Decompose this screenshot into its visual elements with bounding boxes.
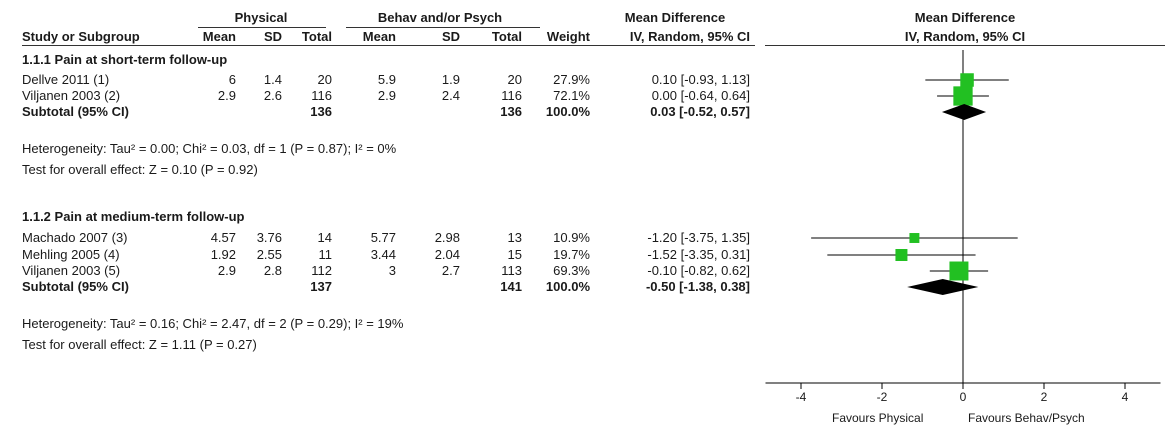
cell-m1: 2.9: [217, 88, 236, 103]
x-tick-label: 2: [1041, 390, 1048, 404]
cell-m2: 3.44: [370, 247, 396, 262]
cell-n1: 137: [310, 279, 332, 294]
plot-header-rule: [765, 45, 1165, 46]
cell-w: 19.7%: [553, 247, 590, 262]
cell-sd1: 1.4: [263, 72, 282, 87]
cell-w: 10.9%: [553, 230, 590, 245]
cell-n2: 136: [500, 104, 522, 119]
subtotal-diamond: [941, 104, 987, 120]
cell-m1: 6: [228, 72, 236, 87]
cell-sd2: 1.9: [441, 72, 460, 87]
cell-m2: 3: [388, 263, 396, 278]
study-name: Viljanen 2003 (2): [22, 88, 121, 103]
cell-ci: 0.10 [-0.93, 1.13]: [651, 72, 750, 87]
cell-n2: 141: [500, 279, 522, 294]
cell-ci: -0.50 [-1.38, 0.38]: [645, 279, 750, 294]
study-marker: [960, 73, 974, 87]
x-tick-label: -4: [796, 390, 807, 404]
cell-sd1: 2.6: [263, 88, 282, 103]
group1-header-text: Physical: [234, 10, 288, 25]
subtotal-diamond: [907, 279, 979, 295]
x-tick-label: 4: [1122, 390, 1129, 404]
cell-ci: -1.52 [-3.35, 0.31]: [647, 247, 750, 262]
cell-sd2: 2.98: [434, 230, 460, 245]
x-tick-label: 0: [960, 390, 967, 404]
stat-note: Heterogeneity: Tau² = 0.00; Chi² = 0.03,…: [22, 141, 397, 156]
cell-w: 100.0%: [545, 104, 590, 119]
subgroup-heading: 1.1.2 Pain at medium-term follow-up: [22, 209, 245, 224]
cell-w: 72.1%: [553, 88, 590, 103]
favours-left-label: Favours Physical: [832, 411, 924, 425]
stat-note: Test for overall effect: Z = 0.10 (P = 0…: [22, 162, 258, 177]
cell-m1: 1.92: [210, 247, 236, 262]
md-title: Mean Difference: [624, 10, 726, 25]
col-weight: Weight: [546, 29, 590, 44]
cell-n1: 116: [311, 88, 332, 103]
cell-n1: 14: [317, 230, 332, 245]
cell-w: 27.9%: [553, 72, 590, 87]
x-tick-label: -2: [877, 390, 888, 404]
subtotal-label: Subtotal (95% CI): [22, 279, 129, 294]
cell-sd1: 2.55: [256, 247, 282, 262]
col-total2: Total: [491, 29, 522, 44]
study-name: Dellve 2011 (1): [22, 72, 110, 87]
group2-header-text: Behav and/or Psych: [377, 10, 503, 25]
cell-ci: 0.03 [-0.52, 0.57]: [650, 104, 750, 119]
group1-rule: [198, 27, 326, 28]
subgroup-heading: 1.1.1 Pain at short-term follow-up: [22, 52, 228, 67]
cell-sd2: 2.4: [441, 88, 460, 103]
study-name: Mehling 2005 (4): [22, 247, 120, 262]
col-ci: IV, Random, 95% CI: [629, 29, 750, 44]
cell-w: 100.0%: [545, 279, 590, 294]
cell-n2: 116: [501, 88, 522, 103]
cell-ci: 0.00 [-0.64, 0.64]: [651, 88, 750, 103]
stat-note: Heterogeneity: Tau² = 0.16; Chi² = 2.47,…: [22, 316, 404, 331]
cell-ci: -0.10 [-0.82, 0.62]: [647, 263, 750, 278]
col-sd2: SD: [441, 29, 460, 44]
favours-right-label: Favours Behav/Psych: [968, 411, 1085, 425]
cell-sd2: 2.7: [441, 263, 460, 278]
group1-header: Physical: [196, 10, 326, 26]
cell-m1: 4.57: [210, 230, 236, 245]
subtotal-label: Subtotal (95% CI): [22, 104, 129, 119]
group2-rule: [346, 27, 540, 28]
cell-n1: 20: [317, 72, 332, 87]
stat-note: Test for overall effect: Z = 1.11 (P = 0…: [22, 337, 257, 352]
plot-title: Mean Difference: [914, 10, 1016, 25]
cell-n2: 13: [507, 230, 522, 245]
group2-header: Behav and/or Psych: [340, 10, 540, 26]
study-marker: [909, 233, 920, 243]
cell-sd2: 2.04: [434, 247, 460, 262]
cell-sd1: 3.76: [256, 230, 282, 245]
col-mean1: Mean: [202, 29, 236, 44]
col-mean2: Mean: [362, 29, 396, 44]
study-name: Viljanen 2003 (5): [22, 263, 121, 278]
cell-m1: 2.9: [217, 263, 236, 278]
study-marker: [953, 86, 973, 106]
cell-n2: 15: [507, 247, 522, 262]
cell-m2: 5.9: [377, 72, 396, 87]
study-marker: [895, 249, 908, 261]
plot-col-ci: IV, Random, 95% CI: [904, 29, 1026, 44]
cell-n1: 112: [311, 263, 332, 278]
cell-n1: 11: [318, 247, 333, 262]
col-study: Study or Subgroup: [22, 29, 140, 44]
cell-n2: 113: [501, 263, 522, 278]
cell-n1: 136: [310, 104, 332, 119]
cell-n2: 20: [507, 72, 522, 87]
cell-m2: 2.9: [377, 88, 396, 103]
col-sd1: SD: [263, 29, 282, 44]
study-name: Machado 2007 (3): [22, 230, 128, 245]
cell-sd1: 2.8: [263, 263, 282, 278]
cell-m2: 5.77: [370, 230, 396, 245]
study-marker: [949, 261, 969, 281]
col-total1: Total: [301, 29, 332, 44]
cell-w: 69.3%: [553, 263, 590, 278]
cell-ci: -1.20 [-3.75, 1.35]: [647, 230, 750, 245]
header-rule: [22, 45, 755, 46]
